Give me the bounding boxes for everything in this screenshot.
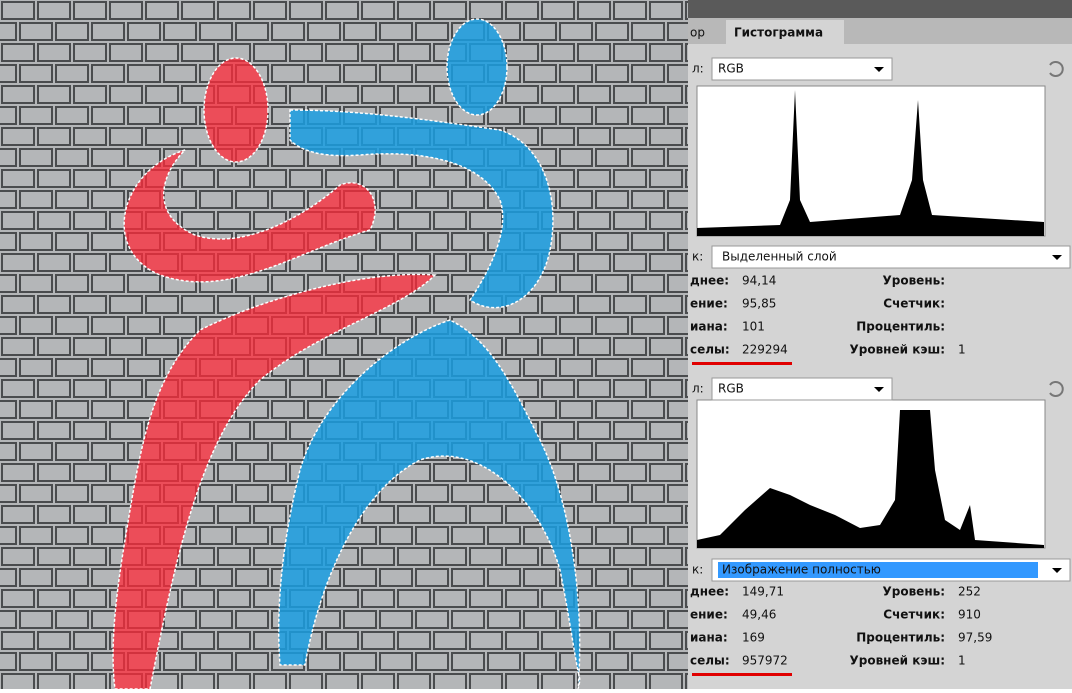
stat-value: 101	[742, 320, 765, 334]
source-value: Изображение полностью	[722, 563, 881, 577]
stat-value: 149,71	[742, 585, 784, 599]
stat-value: 169	[742, 631, 765, 645]
dropdown-arrow	[1052, 568, 1062, 573]
dropdown[interactable]	[711, 57, 893, 81]
dropdown-arrow	[1052, 255, 1062, 260]
stat-label: селы:	[690, 654, 730, 668]
stat-label: днее:	[690, 585, 729, 599]
selection	[718, 562, 1038, 578]
stat-value: 1	[958, 343, 966, 357]
histogram	[697, 90, 1044, 236]
stat-label: днее:	[690, 274, 729, 288]
stat-label: Процентиль:	[856, 631, 945, 645]
red-figure	[112, 57, 437, 690]
channel-label: л:	[692, 382, 704, 396]
stat-value: 49,46	[742, 608, 776, 622]
blue-figure	[277, 18, 581, 690]
active-tab[interactable]	[726, 20, 844, 44]
source-value: Выделенный слой	[722, 250, 837, 264]
stat-label: Уровней кэш:	[850, 343, 946, 357]
tab[interactable]: ор	[690, 26, 705, 40]
underline	[692, 362, 792, 365]
stat-value: 94,14	[742, 274, 776, 288]
histogram-box	[696, 85, 1046, 237]
stat-label: Счетчик:	[883, 297, 945, 311]
stat-value: 229294	[742, 343, 788, 357]
stat-label: ение:	[690, 608, 728, 622]
photo	[0, 0, 688, 689]
dropdown-arrow	[874, 67, 884, 72]
dropdown[interactable]	[711, 377, 893, 401]
stat-value: 252	[958, 585, 981, 599]
stat-value: 957972	[742, 654, 788, 668]
source-label: к:	[692, 250, 703, 264]
stat-value: 910	[958, 608, 981, 622]
tab[interactable]: Гистограмма	[734, 26, 823, 40]
stat-label: селы:	[690, 343, 730, 357]
stat-value: 1	[958, 654, 966, 668]
channel-value: RGB	[718, 382, 744, 396]
stat-value: 97,59	[958, 631, 992, 645]
dropdown-arrow	[874, 387, 884, 392]
stat-label: Уровень:	[883, 585, 946, 599]
stat-label: иана:	[690, 631, 728, 645]
stat-label: Процентиль:	[856, 320, 945, 334]
stat-value: 95,85	[742, 297, 776, 311]
channel-label: л:	[692, 62, 704, 76]
source-label: к:	[692, 563, 703, 577]
underline	[692, 673, 792, 676]
stat-label: Счетчик:	[883, 608, 945, 622]
histogram	[697, 410, 1044, 548]
stat-label: Уровень:	[883, 274, 946, 288]
refresh-icon[interactable]	[1049, 381, 1064, 397]
stat-label: иана:	[690, 320, 728, 334]
dropdown[interactable]	[711, 245, 1071, 269]
channel-value: RGB	[718, 62, 744, 76]
panel-titlebar	[688, 0, 1072, 18]
refresh-icon[interactable]	[1049, 61, 1064, 77]
stat-label: ение:	[690, 297, 728, 311]
stat-label: Уровней кэш:	[850, 654, 946, 668]
